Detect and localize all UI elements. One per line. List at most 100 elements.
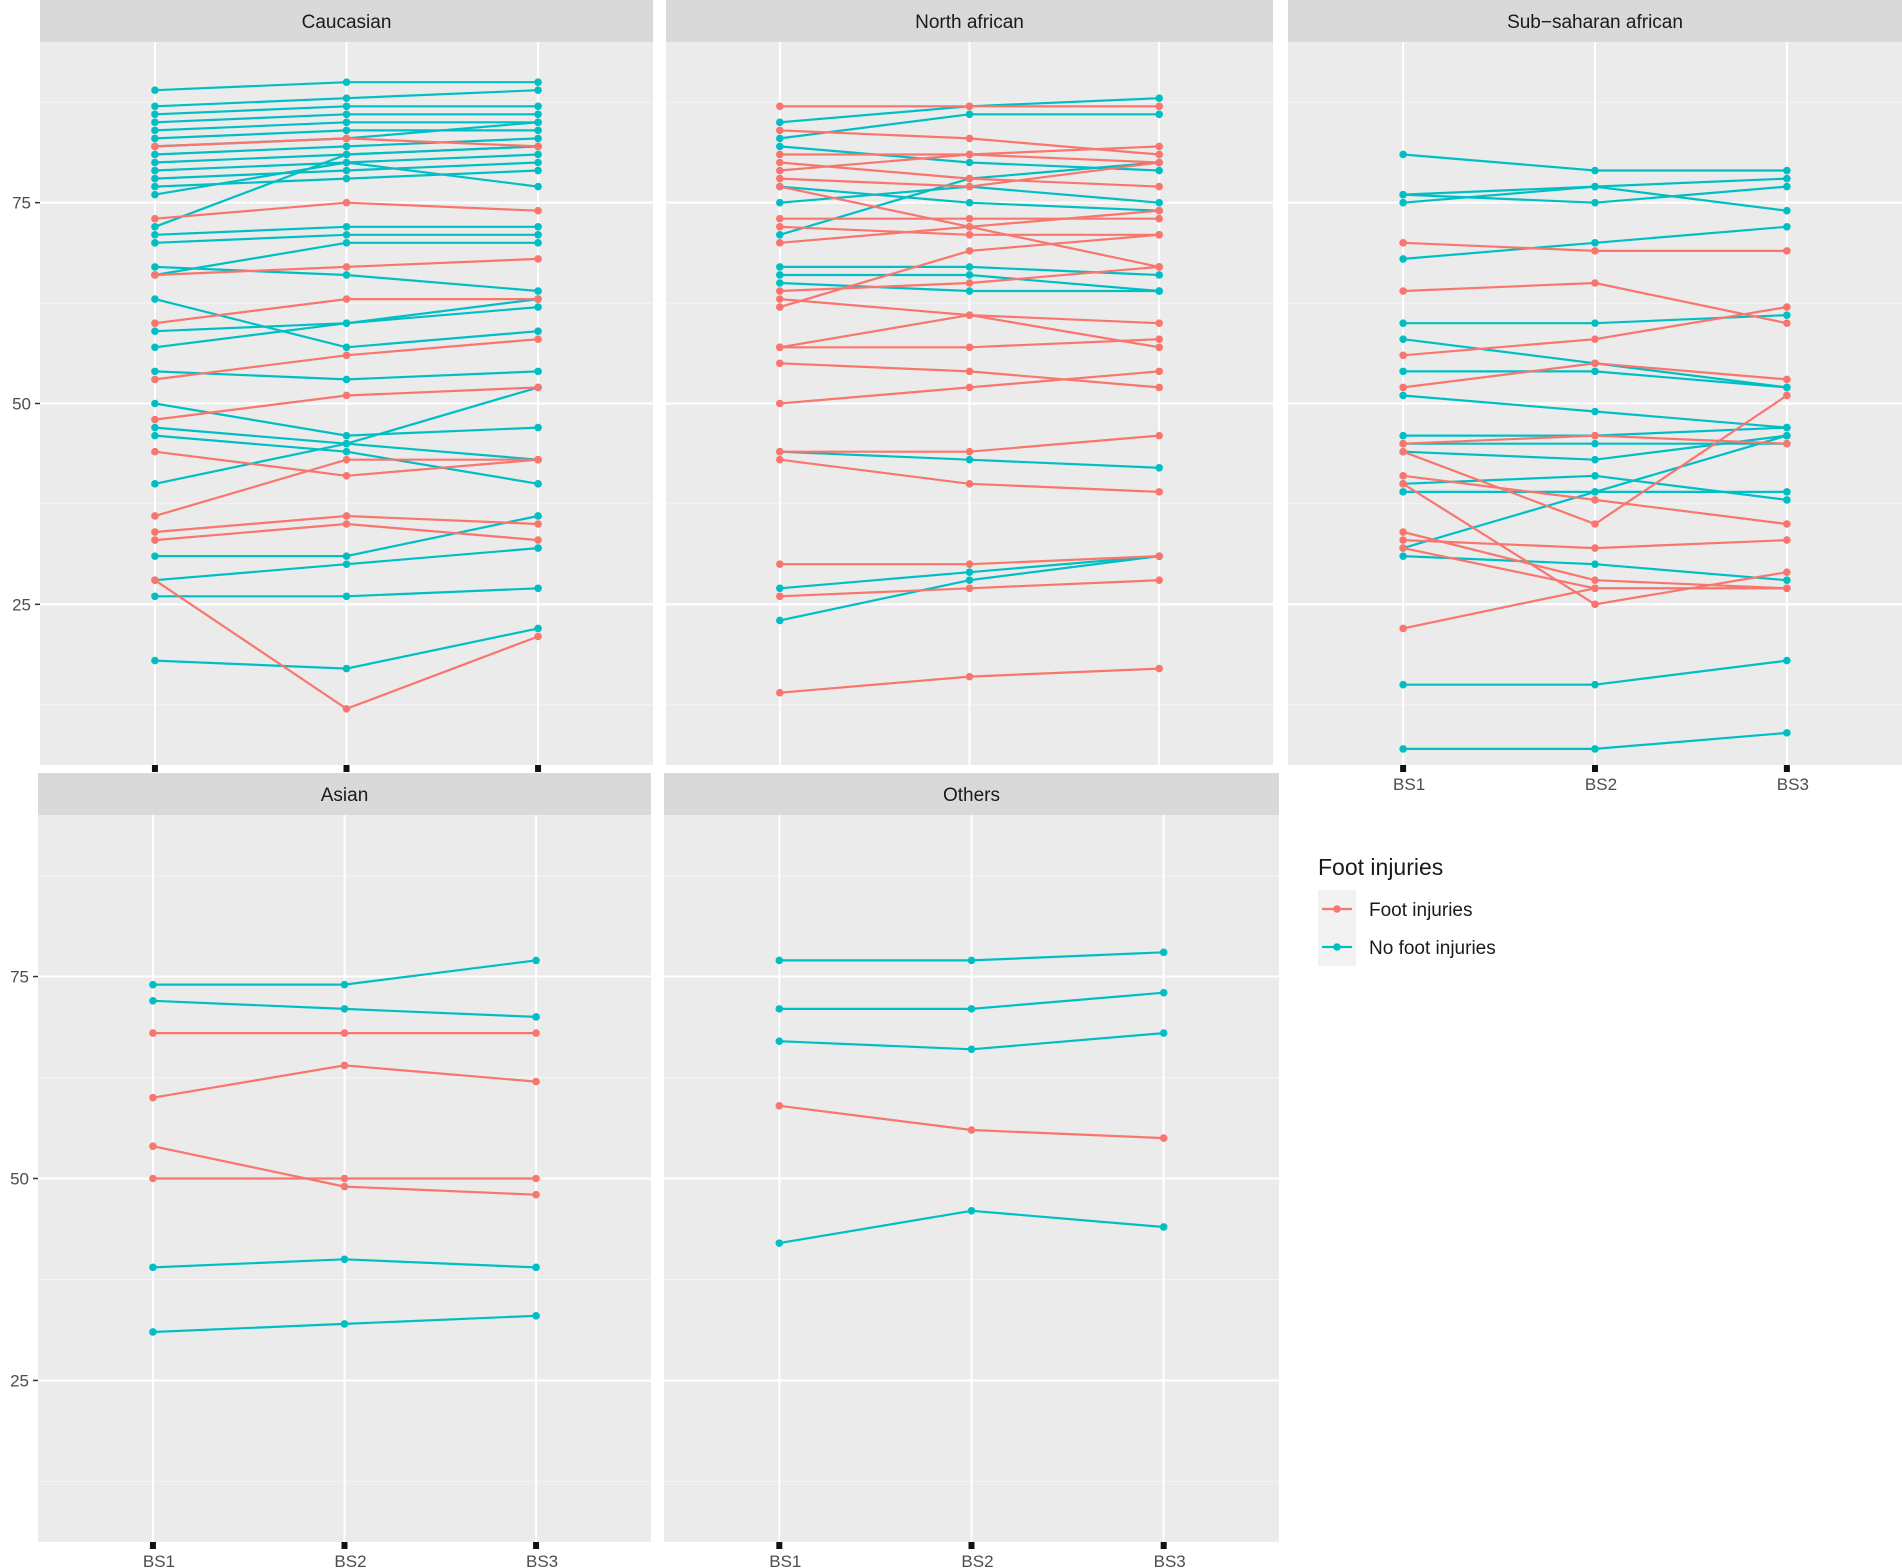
data-point [1783, 311, 1791, 319]
data-point [151, 327, 159, 336]
data-point [151, 576, 159, 585]
data-point [1591, 247, 1599, 255]
data-point [967, 1005, 976, 1013]
data-point [342, 94, 351, 103]
x-tick-label: BS3 [526, 1552, 558, 1568]
data-point [965, 455, 974, 464]
data-point [1155, 198, 1163, 207]
facet-strip [664, 773, 1279, 815]
data-point [151, 182, 159, 191]
data-point [534, 544, 542, 552]
data-point [1399, 367, 1407, 376]
data-point [1399, 552, 1407, 560]
data-point [340, 1255, 349, 1264]
data-point [1783, 423, 1791, 432]
data-point [1591, 335, 1599, 344]
data-point [342, 142, 351, 151]
data-point [1783, 536, 1791, 544]
data-point [1155, 287, 1163, 295]
data-point [342, 351, 351, 360]
data-point [1783, 182, 1791, 191]
data-point [151, 158, 159, 167]
data-point [776, 447, 784, 456]
data-point [342, 704, 351, 713]
data-point [1783, 520, 1791, 528]
data-point [340, 1174, 349, 1183]
data-point [965, 576, 974, 585]
data-point [965, 343, 974, 352]
facet-strip-title: Others [943, 785, 1000, 806]
data-point [342, 222, 351, 231]
data-point [151, 480, 159, 488]
data-point [534, 150, 542, 159]
data-point [342, 174, 351, 183]
data-point [1155, 110, 1163, 119]
data-point [342, 391, 351, 400]
legend: Foot injuries Foot injuries No foot injur… [1318, 854, 1496, 966]
data-point [534, 126, 542, 135]
facet-panel: Asian 25 50 75 BS1 BS2 BS3 [10, 773, 651, 1568]
data-point [151, 552, 159, 560]
data-point [965, 231, 974, 239]
data-point [776, 688, 784, 697]
data-point [342, 560, 351, 568]
x-tick-mark [535, 765, 542, 772]
data-point [151, 86, 159, 94]
data-point [776, 118, 784, 127]
data-point [1399, 431, 1407, 440]
data-point [967, 1126, 976, 1134]
data-point [965, 263, 974, 271]
facet-panel: Caucasian 25 50 75 [12, 0, 653, 772]
legend-key-point [1333, 905, 1341, 913]
data-point [342, 319, 351, 327]
data-point [1159, 948, 1168, 957]
data-point [342, 166, 351, 175]
data-point [534, 536, 542, 544]
data-point [1155, 142, 1163, 151]
x-tick-label: BS3 [1154, 1552, 1186, 1568]
data-point [151, 528, 159, 536]
data-point [532, 1263, 540, 1272]
data-point [775, 1037, 784, 1045]
data-point [776, 359, 784, 368]
data-point [149, 1142, 157, 1150]
data-point [1399, 319, 1407, 327]
data-point [340, 1029, 349, 1037]
data-point [967, 1207, 976, 1215]
data-point [1399, 335, 1407, 344]
data-point [1399, 383, 1407, 392]
data-point [1591, 745, 1599, 753]
legend-entry-label: No foot injuries [1369, 938, 1496, 959]
data-point [342, 271, 351, 279]
data-point [776, 584, 784, 593]
data-point [532, 1312, 540, 1320]
data-point [342, 439, 351, 448]
data-point [151, 271, 159, 279]
data-point [342, 512, 351, 520]
data-point [342, 295, 351, 303]
data-point [965, 367, 974, 376]
data-point [776, 231, 784, 239]
data-point [1399, 439, 1407, 448]
x-tick-label: BS2 [334, 1552, 366, 1568]
data-point [1783, 656, 1791, 665]
data-point [1399, 447, 1407, 456]
data-point [342, 455, 351, 464]
data-point [151, 118, 159, 127]
data-point [1155, 431, 1163, 440]
data-point [1591, 560, 1599, 568]
data-point [151, 126, 159, 135]
x-tick-mark [776, 1542, 783, 1549]
data-point [1155, 383, 1163, 392]
data-point [776, 174, 784, 183]
data-point [340, 1005, 349, 1013]
data-point [1591, 488, 1599, 496]
data-point [534, 632, 542, 641]
data-point [1591, 431, 1599, 440]
data-point [1591, 439, 1599, 448]
data-point [1159, 988, 1168, 997]
data-point [534, 287, 542, 295]
data-point [1159, 1134, 1168, 1142]
data-point [1591, 584, 1599, 593]
data-point [965, 158, 974, 167]
